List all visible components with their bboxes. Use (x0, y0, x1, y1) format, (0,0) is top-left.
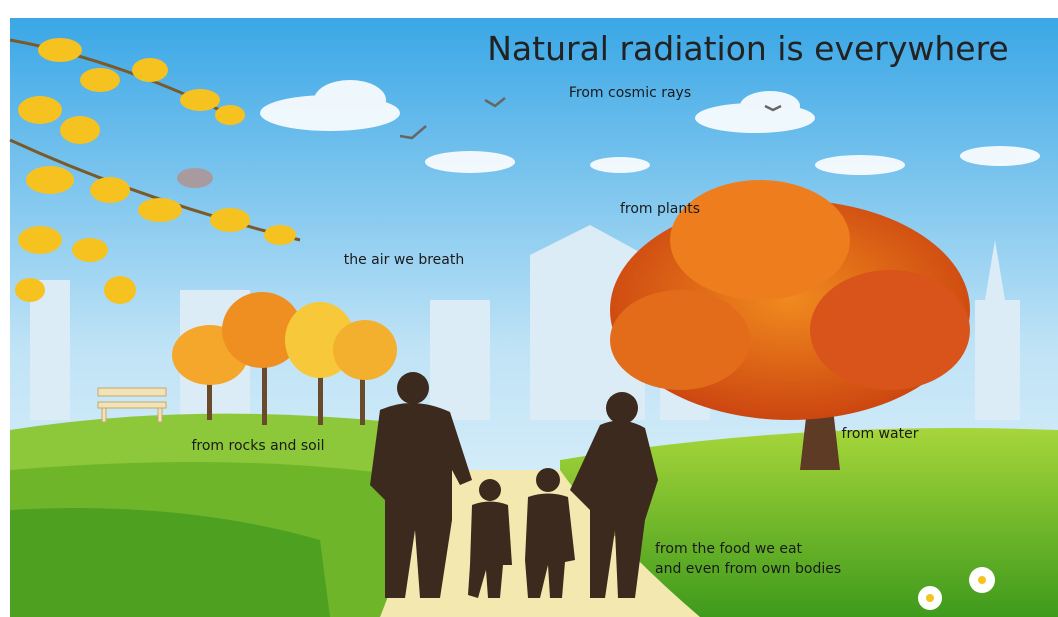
bench (97, 387, 167, 423)
title: Natural radiation is everywhere (487, 29, 1008, 68)
label: from rocks and soil (191, 438, 324, 454)
scene (9, 18, 1058, 617)
branch (9, 38, 301, 304)
label: From cosmic rays (569, 85, 691, 101)
hill (560, 428, 1058, 617)
label: from water (842, 426, 919, 442)
birds (399, 97, 782, 140)
bird (177, 168, 213, 188)
label: from plants (620, 201, 700, 217)
family (370, 372, 658, 598)
clouds (260, 80, 1040, 175)
label: from the food we eat (655, 541, 803, 557)
small-trees (172, 292, 397, 425)
hill (10, 508, 330, 617)
big-tree (610, 180, 970, 470)
flower-centers (926, 576, 986, 602)
label: the air we breath (344, 252, 465, 268)
label: and even from own bodies (655, 561, 841, 577)
